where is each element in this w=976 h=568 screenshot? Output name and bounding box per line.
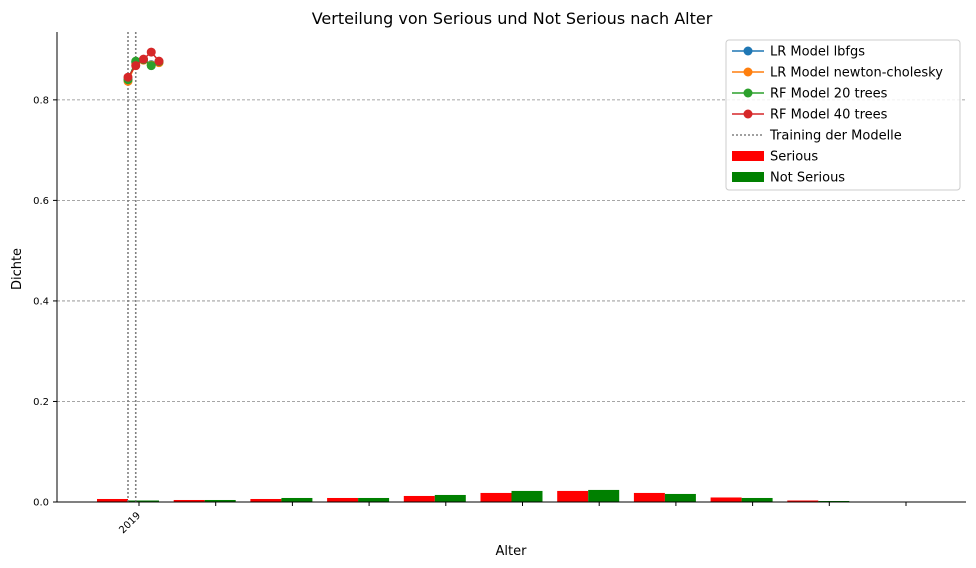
bar-not-serious-2 [281,497,313,502]
bar-serious-0 [97,498,128,502]
legend-label-1: LR Model newton-cholesky [770,66,943,81]
legend-label-bar-1: Not Serious [770,171,845,186]
bar-not-serious-9 [818,500,850,502]
chart-title: Verteilung von Serious und Not Serious n… [312,9,713,28]
training-lines [127,32,137,502]
legend-patch-1 [732,172,764,182]
series-3-point-3 [146,47,156,57]
bar-not-serious-4 [434,494,466,502]
bar-serious-3 [327,497,359,502]
bar-not-serious-0 [128,500,159,502]
legend-label-2: RF Model 20 trees [770,87,888,102]
bar-not-serious-3 [358,497,390,502]
x-tick-label-0: 2019 [117,510,143,536]
legend-marker-1 [743,67,753,77]
bar-not-serious-1 [204,499,236,502]
series-3-point-4 [154,56,164,66]
legend-label-3: RF Model 40 trees [770,108,888,123]
bar-serious-5 [480,492,512,502]
series-3-point-2 [139,54,148,64]
series-3-point-0 [123,72,133,82]
y-tick-label-2: 0.4 [33,296,49,307]
bar-not-serious-6 [588,489,620,502]
series-2-point-3 [146,61,156,71]
model-lines [123,47,164,86]
bar-not-serious-5 [511,490,543,502]
x-axis-label: Alter [496,544,528,559]
legend-marker-0 [743,46,753,56]
bar-serious-4 [403,495,435,502]
legend-label-vline: Training der Modelle [769,129,902,144]
legend-box [725,39,961,191]
legend-label-bar-0: Serious [770,150,818,165]
bar-serious-2 [250,498,282,502]
axes [56,32,966,503]
bars [97,489,850,502]
y-tick-label-4: 0.8 [33,95,49,106]
bar-serious-7 [633,492,665,502]
series-3-point-1 [131,61,141,71]
bar-serious-1 [173,499,205,502]
legend-marker-2 [743,88,753,98]
legend-label-0: LR Model lbfgs [770,45,865,60]
y-tick-label-0: 0.0 [33,498,49,509]
bar-not-serious-8 [741,497,773,502]
bar-serious-6 [557,490,589,502]
bar-serious-8 [710,497,742,502]
y-tick-label-1: 0.2 [33,397,49,408]
legend-marker-3 [743,109,753,119]
bar-serious-9 [787,500,819,502]
y-tick-label-3: 0.6 [33,196,49,207]
bar-not-serious-7 [664,493,696,502]
legend-patch-0 [732,151,764,161]
legend: LR Model lbfgs LR Model newton-cholesky RF… [725,39,961,191]
y-axis-label: Dichte [10,248,25,290]
